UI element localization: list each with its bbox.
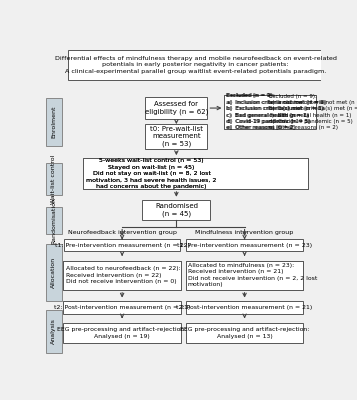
Text: Allocated to neurofeedback (n = 22):
Received intervention (n = 22)
Did not rece: Allocated to neurofeedback (n = 22): Rec… (66, 266, 180, 284)
Text: Randomisation: Randomisation (51, 197, 56, 244)
Text: Randomised
(n = 45): Randomised (n = 45) (155, 203, 198, 217)
FancyBboxPatch shape (225, 95, 316, 129)
FancyBboxPatch shape (63, 260, 181, 290)
FancyBboxPatch shape (223, 95, 315, 129)
FancyBboxPatch shape (46, 163, 62, 195)
Text: 5-weeks wait-list control (n = 53)
Stayed on wait-list (n = 45)
Did not stay on : 5-weeks wait-list control (n = 53) Staye… (86, 158, 217, 189)
Text: t2: Post-intervention measurement (n = 21): t2: Post-intervention measurement (n = 2… (176, 305, 313, 310)
Text: t1: Pre-intervention measurement (n = 23): t1: Pre-intervention measurement (n = 23… (177, 243, 312, 248)
Text: Neurofeedback intervention group: Neurofeedback intervention group (68, 230, 177, 235)
Text: Enrolment: Enrolment (51, 106, 56, 138)
Text: EEG pre-processing and artifact-rejection:
Analysed (n = 19): EEG pre-processing and artifact-rejectio… (57, 327, 187, 338)
FancyBboxPatch shape (186, 323, 303, 343)
FancyBboxPatch shape (46, 310, 62, 353)
Text: Wait-list control: Wait-list control (51, 154, 56, 204)
FancyBboxPatch shape (145, 124, 207, 149)
FancyBboxPatch shape (84, 158, 308, 189)
Text: Excluded (n = 9):
a)  Inclusion criteria not met (n = 0)
b)  Exclusion criteria(: Excluded (n = 9): a) Inclusion criteria … (226, 94, 325, 130)
FancyBboxPatch shape (186, 260, 303, 290)
Text: Differential effects of mindfulness therapy and mobile neurofeedback on event-re: Differential effects of mindfulness ther… (55, 56, 337, 74)
FancyBboxPatch shape (46, 207, 62, 234)
FancyBboxPatch shape (142, 200, 211, 220)
FancyBboxPatch shape (64, 239, 180, 251)
FancyBboxPatch shape (63, 260, 181, 290)
Text: t0: Pre-wait-list
measurement
(n = 53): t0: Pre-wait-list measurement (n = 53) (150, 126, 203, 147)
FancyBboxPatch shape (46, 244, 62, 301)
FancyBboxPatch shape (145, 97, 207, 119)
FancyBboxPatch shape (46, 98, 62, 146)
FancyBboxPatch shape (68, 50, 324, 80)
Text: Mindfulness intervention group: Mindfulness intervention group (195, 230, 294, 235)
Text: t2: Post-intervention measurement (n = 21): t2: Post-intervention measurement (n = 2… (54, 305, 190, 310)
Text: Excluded (n = 9):
a)  Inclusion criteria not met (n = 0)
b)  Exclusion criteria(: Excluded (n = 9): a) Inclusion criteria … (227, 94, 326, 130)
Text: Assessed for
eligibility (n = 62): Assessed for eligibility (n = 62) (145, 101, 208, 115)
Text: Allocated to mindfulness (n = 23):
Received intervention (n = 21)
Did not receiv: Allocated to mindfulness (n = 23): Recei… (188, 263, 317, 287)
FancyBboxPatch shape (63, 323, 181, 343)
FancyBboxPatch shape (84, 158, 308, 189)
Text: Analysis: Analysis (51, 318, 56, 344)
FancyBboxPatch shape (63, 301, 181, 314)
FancyBboxPatch shape (186, 260, 303, 290)
FancyBboxPatch shape (186, 239, 303, 251)
Text: 5-weeks wait-list control (n = 53)
Stayed on wait-list (n = 45)
Did not stay on : 5-weeks wait-list control (n = 53) Staye… (86, 158, 217, 189)
Text: Allocation: Allocation (51, 257, 56, 288)
Text: Excluded (n = 9):
a)  Inclusion criteria not met (n = 0)
b)  Exclusion criteria(: Excluded (n = 9): a) Inclusion criteria … (270, 94, 357, 130)
FancyBboxPatch shape (186, 301, 303, 314)
Text: t1: Pre-intervention measurement (n = 22): t1: Pre-intervention measurement (n = 22… (55, 243, 190, 248)
Text: EEG pre-processing and artifact-rejection:
Analysed (n = 13): EEG pre-processing and artifact-rejectio… (180, 327, 309, 338)
